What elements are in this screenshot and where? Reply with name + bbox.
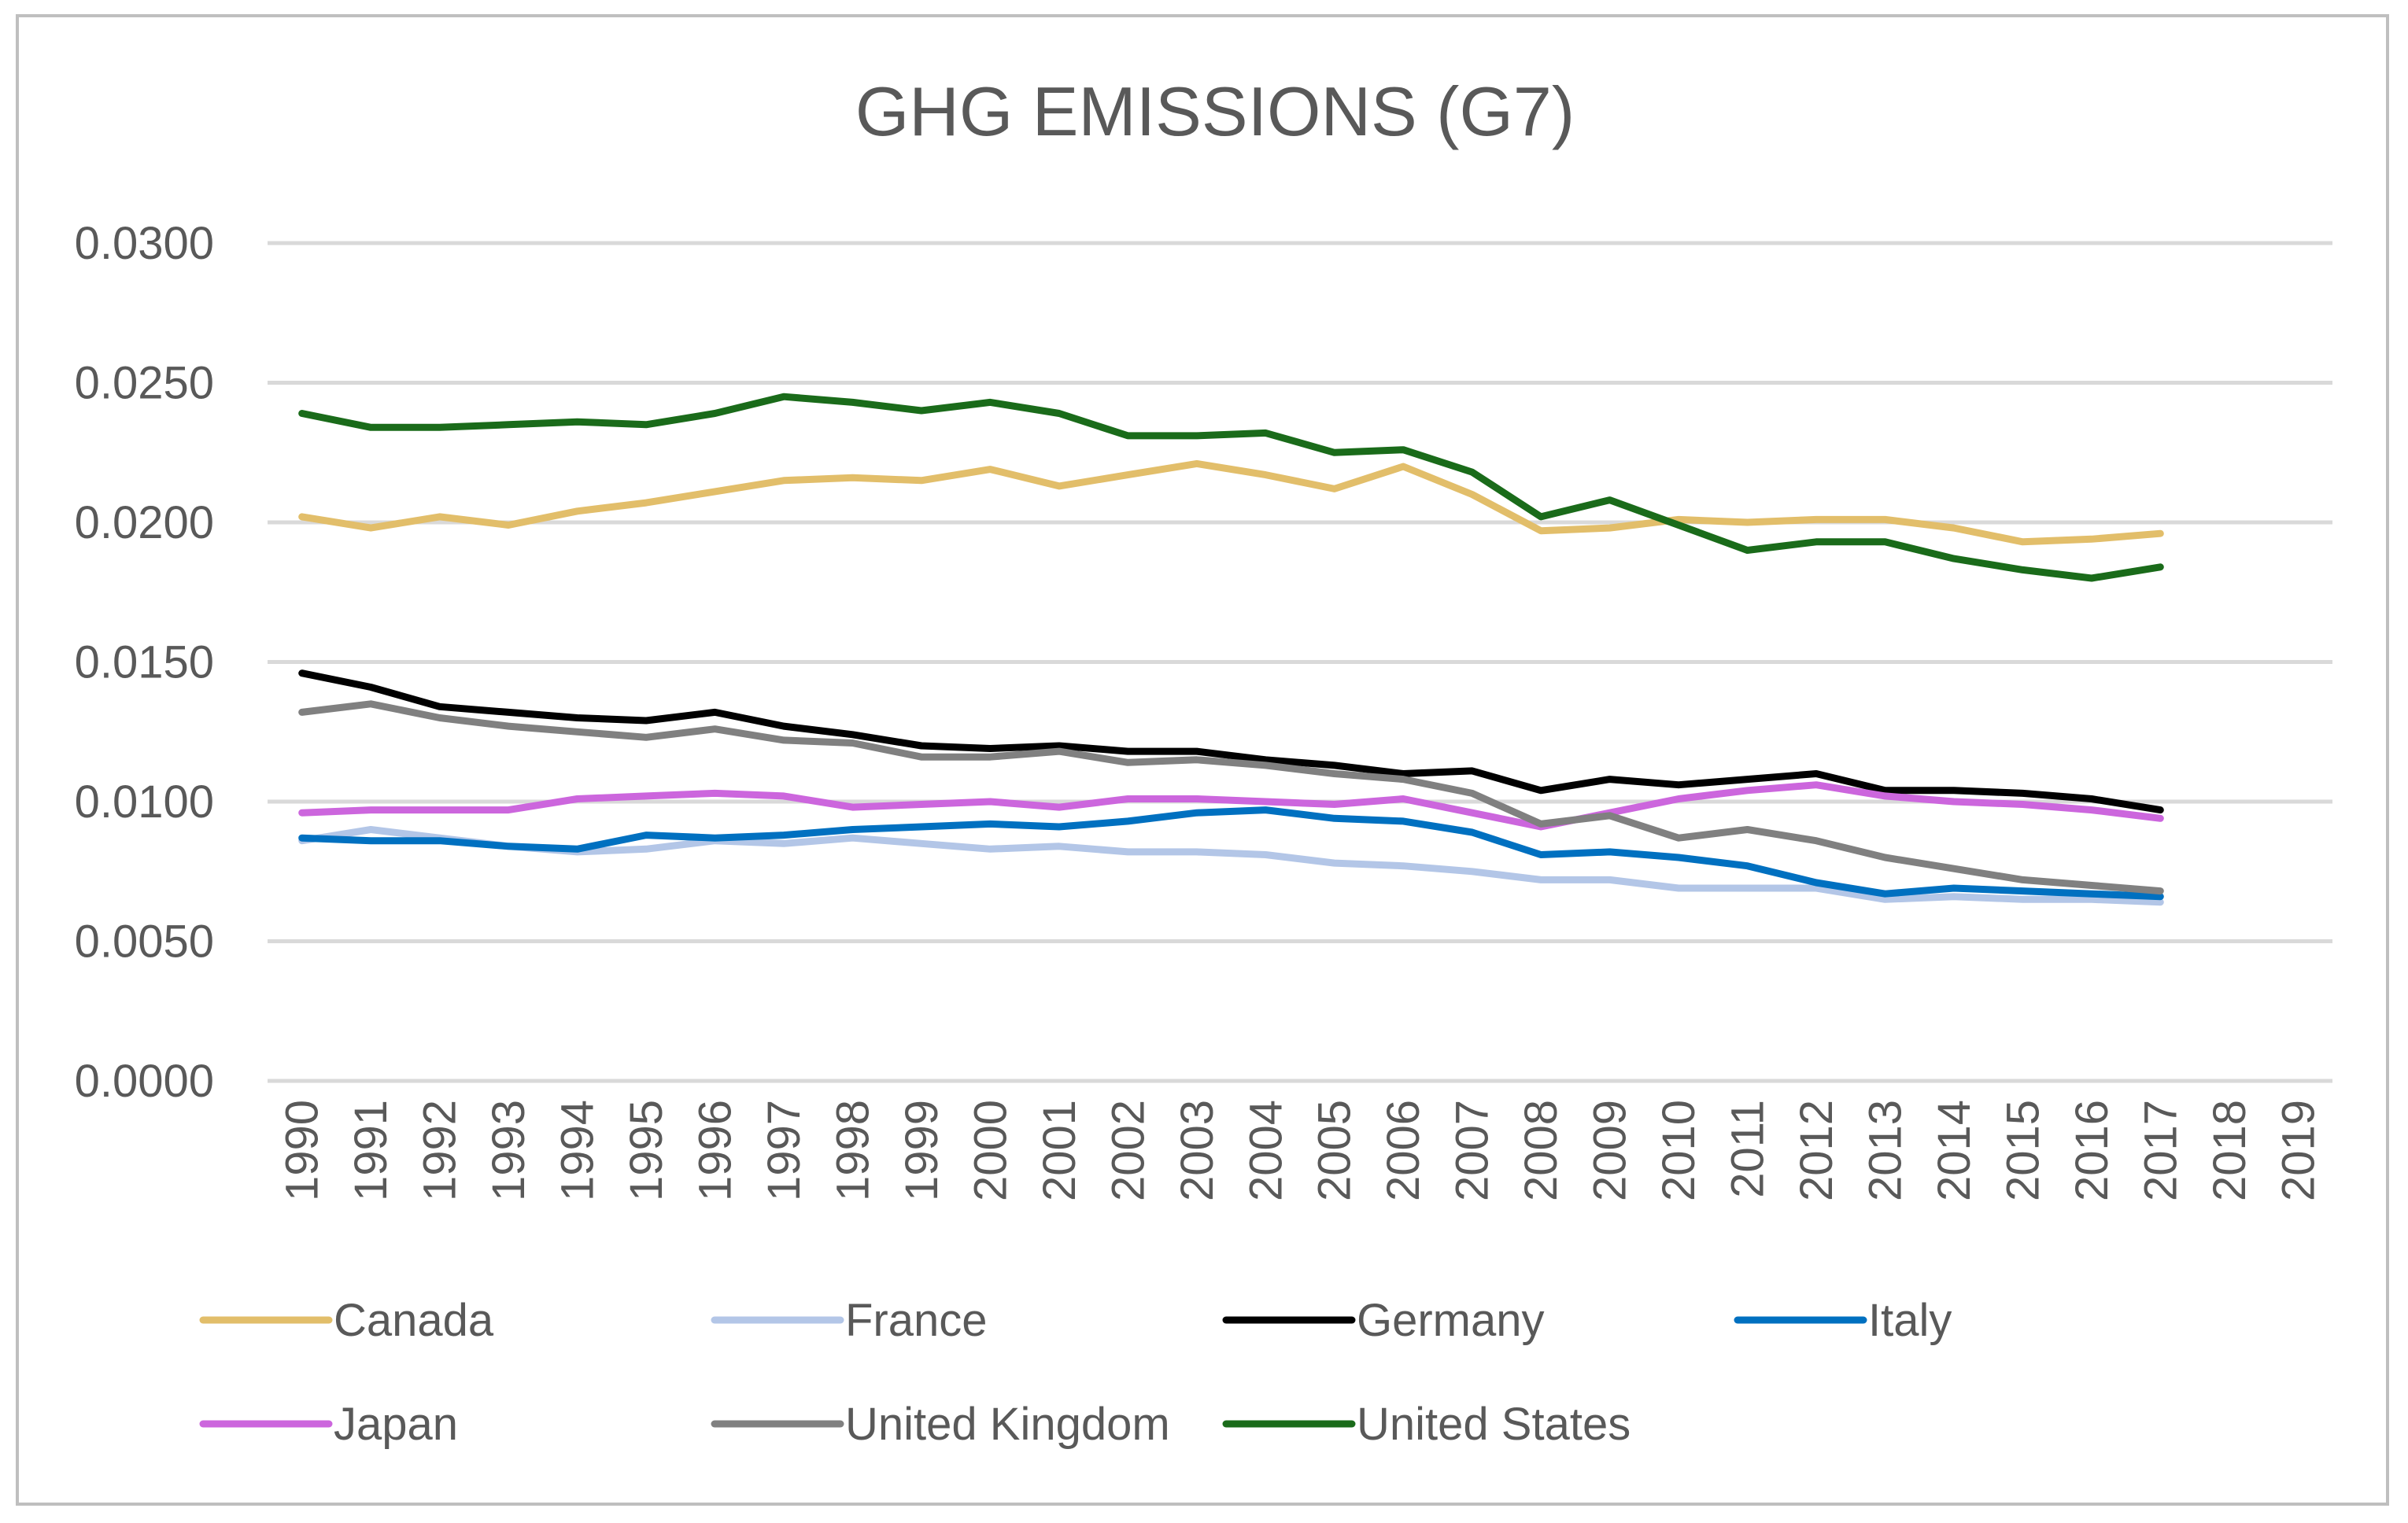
x-tick-label: 1996 (690, 1100, 741, 1201)
y-tick-label: 0.0050 (75, 916, 214, 968)
x-tick-label: 2001 (1034, 1100, 1085, 1201)
legend-label-japan: Japan (334, 1399, 458, 1450)
legend-item-japan: Japan (199, 1399, 458, 1450)
x-tick-label: 1994 (552, 1100, 604, 1201)
x-tick-label: 2005 (1309, 1100, 1361, 1201)
chart-frame: GHG EMISSIONS (G7) 0.0000 0.0050 0.0100 0.0… (16, 14, 2389, 1506)
x-tick-label: 2004 (1240, 1100, 1291, 1201)
x-tick-label: 2003 (1172, 1100, 1223, 1201)
legend-label-united-states: United States (1357, 1399, 1631, 1450)
x-tick-label: 2018 (2204, 1100, 2255, 1201)
x-tick-label: 1990 (277, 1100, 328, 1201)
y-axis-tick-labels: 0.0000 0.0050 0.0100 0.0150 0.0200 0.0250 0.03… (75, 218, 214, 1107)
x-tick-label: 2016 (2066, 1100, 2118, 1201)
x-tick-label: 1991 (345, 1100, 397, 1201)
x-tick-label: 1998 (827, 1100, 878, 1201)
series-line-japan (298, 781, 2164, 831)
x-tick-label: 2017 (2135, 1100, 2186, 1201)
series-line-germany (298, 669, 2164, 814)
series-line-united-kingdom (298, 700, 2164, 895)
chart-title: GHG EMISSIONS (G7) (855, 72, 1575, 150)
series-line-france (298, 826, 2164, 906)
x-tick-label: 1997 (759, 1100, 810, 1201)
series-line-united-states (298, 393, 2164, 582)
gridlines (268, 241, 2332, 1083)
x-tick-label: 1992 (415, 1100, 466, 1201)
legend-label-france: France (845, 1295, 988, 1346)
x-tick-label: 2000 (965, 1100, 1016, 1201)
legend-item-united-states: United States (1222, 1399, 1631, 1450)
legend-item-france: France (711, 1295, 988, 1346)
legend-item-united-kingdom: United Kingdom (711, 1399, 1170, 1450)
legend-item-italy: Italy (1734, 1295, 1952, 1346)
x-tick-label: 2014 (1929, 1100, 1980, 1201)
y-tick-label: 0.0100 (75, 776, 214, 828)
legend-item-canada: Canada (199, 1295, 494, 1346)
x-tick-label: 1999 (896, 1100, 947, 1201)
x-tick-label: 2002 (1102, 1100, 1154, 1201)
y-tick-label: 0.0250 (75, 358, 214, 409)
y-tick-label: 0.0150 (75, 637, 214, 688)
y-tick-label: 0.0000 (75, 1056, 214, 1107)
legend-item-germany: Germany (1222, 1295, 1545, 1346)
x-axis-tick-labels: 1990 1991 1992 1993 1994 1995 1996 1997 1998 1999… (277, 1100, 2325, 1201)
x-tick-label: 2007 (1447, 1100, 1498, 1201)
x-tick-label: 1993 (483, 1100, 534, 1201)
series-line-canada (298, 459, 2164, 546)
y-tick-label: 0.0300 (75, 218, 214, 269)
series-lines (298, 393, 2164, 906)
legend: Canada France Germany Italy Japan United King… (199, 1295, 1952, 1450)
legend-label-germany: Germany (1357, 1295, 1545, 1346)
x-tick-label: 2011 (1723, 1100, 1774, 1198)
chart-svg: GHG EMISSIONS (G7) 0.00000.00500.01000.0… (75, 72, 2332, 1450)
legend-label-united-kingdom: United Kingdom (845, 1399, 1170, 1450)
x-tick-label: 1995 (621, 1100, 672, 1201)
series-line-italy (298, 806, 2164, 901)
x-tick-label: 2015 (1997, 1100, 2048, 1201)
legend-label-italy: Italy (1868, 1295, 1952, 1346)
y-tick-label: 0.0200 (75, 497, 214, 548)
legend-label-canada: Canada (334, 1295, 494, 1346)
x-tick-label: 2006 (1378, 1100, 1429, 1201)
x-tick-label: 2019 (2273, 1100, 2324, 1201)
x-tick-label: 2009 (1585, 1100, 1636, 1201)
x-tick-label: 2013 (1860, 1100, 1911, 1201)
x-tick-label: 2010 (1653, 1100, 1704, 1201)
x-tick-label: 2008 (1516, 1100, 1567, 1201)
x-tick-label: 2012 (1791, 1100, 1842, 1201)
